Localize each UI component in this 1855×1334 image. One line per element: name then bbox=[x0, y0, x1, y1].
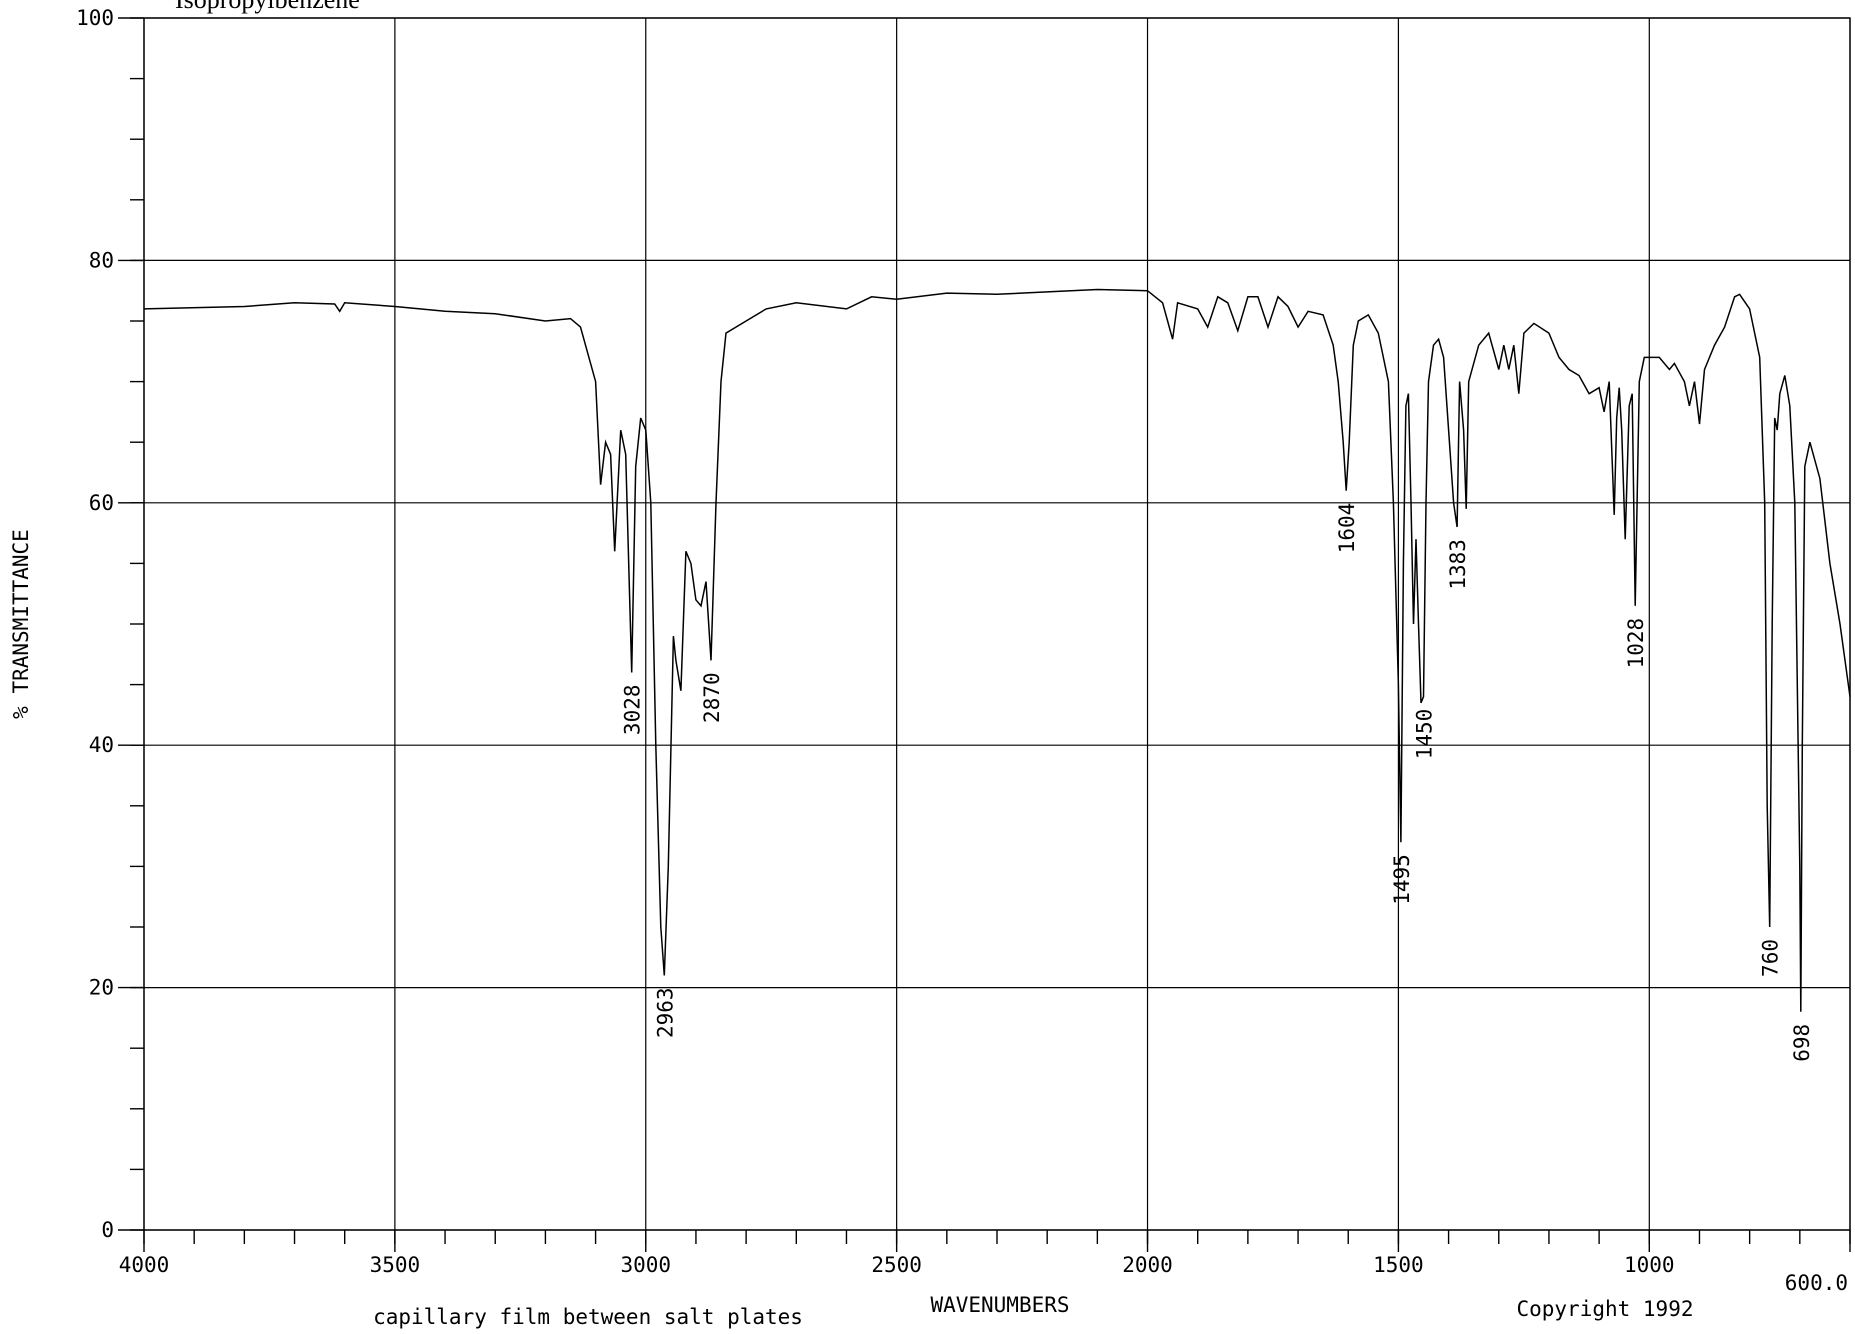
peak-label: 1028 bbox=[1624, 618, 1648, 669]
y-axis-label: % TRANSMITTANCE bbox=[9, 529, 33, 719]
x-tick-label: 3500 bbox=[370, 1253, 421, 1277]
x-tick-label: 2500 bbox=[871, 1253, 922, 1277]
plot-frame bbox=[143, 17, 1851, 1231]
note: Copyright 1992 bbox=[1516, 1297, 1693, 1321]
peak-label: 1450 bbox=[1413, 709, 1437, 760]
peak-label: 2963 bbox=[653, 987, 677, 1038]
y-tick-label: 20 bbox=[89, 976, 114, 1000]
x-tick-label: 3000 bbox=[620, 1253, 671, 1277]
peak-label: 1604 bbox=[1335, 503, 1359, 554]
y-tick-label: 0 bbox=[101, 1218, 114, 1242]
spectrum-line bbox=[143, 288, 1851, 1012]
x-tick-label: 1000 bbox=[1624, 1253, 1675, 1277]
y-tick-label: 40 bbox=[89, 733, 114, 757]
chart-title: Isopropylbenzene bbox=[175, 0, 360, 14]
peak-label: 1383 bbox=[1446, 539, 1470, 590]
note: capillary film between salt plates bbox=[373, 1305, 803, 1329]
peak-label: 698 bbox=[1790, 1024, 1814, 1062]
x-tick-label: 600.0 bbox=[1785, 1271, 1848, 1295]
x-tick-label: 1500 bbox=[1373, 1253, 1424, 1277]
x-axis-label: WAVENUMBERS bbox=[930, 1293, 1069, 1317]
peak-label: 1495 bbox=[1390, 854, 1414, 905]
x-tick-label: 4000 bbox=[119, 1253, 170, 1277]
y-tick-label: 60 bbox=[89, 491, 114, 515]
y-tick-label: 100 bbox=[76, 6, 114, 30]
peak-label: 3028 bbox=[621, 684, 645, 735]
y-tick-label: 80 bbox=[89, 248, 114, 272]
peak-label: 2870 bbox=[700, 672, 724, 723]
peak-label: 760 bbox=[1759, 939, 1783, 977]
x-tick-label: 2000 bbox=[1122, 1253, 1173, 1277]
